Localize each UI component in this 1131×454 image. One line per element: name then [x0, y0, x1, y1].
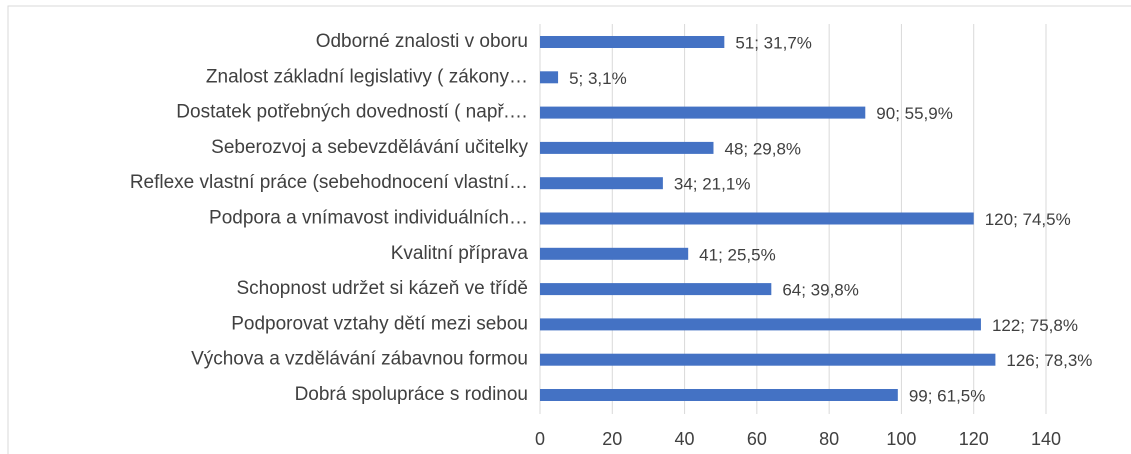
chart-frame [7, 5, 1131, 454]
value-label: 51; 31,7% [735, 33, 812, 52]
x-tick-label: 100 [886, 429, 916, 449]
category-label: Dostatek potřebných dovedností ( např.… [176, 102, 528, 123]
value-label: 99; 61,5% [909, 386, 986, 405]
value-label: 120; 74,5% [985, 210, 1071, 229]
x-tick-label: 120 [959, 429, 989, 449]
category-label: Podpora a vnímavost individuálních… [209, 208, 528, 229]
category-label: Reflexe vlastní práce (sebehodnocení vla… [130, 172, 528, 193]
x-tick-label: 0 [535, 429, 545, 449]
category-label: Odborné znalosti v oboru [316, 31, 528, 52]
value-label: 64; 39,8% [782, 281, 859, 300]
bar [540, 141, 714, 154]
bar [540, 212, 974, 225]
bar [540, 106, 866, 119]
x-tick-label: 80 [819, 429, 839, 449]
x-tick-label: 140 [1031, 429, 1061, 449]
bar [540, 177, 663, 190]
value-label: 34; 21,1% [674, 175, 751, 194]
value-label: 48; 29,8% [724, 139, 801, 158]
bar [540, 283, 772, 296]
bar [540, 71, 559, 84]
x-tick-label: 40 [675, 429, 695, 449]
category-label: Dobrá spolupráce s rodinou [295, 384, 528, 405]
bar [540, 389, 898, 401]
category-label: Seberozvoj a sebevzdělávání učitelky [211, 137, 528, 158]
bar [540, 36, 725, 48]
bar [540, 318, 981, 331]
x-tick-label: 60 [747, 429, 767, 449]
value-label: 41; 25,5% [699, 245, 776, 264]
value-label: 126; 78,3% [1006, 351, 1092, 370]
category-label: Znalost základní legislativy ( zákony… [206, 66, 528, 87]
value-label: 122; 75,8% [992, 316, 1078, 335]
category-label: Kvalitní příprava [391, 243, 529, 264]
value-label: 90; 55,9% [876, 104, 953, 123]
category-label: Schopnost udržet si kázeň ve třídě [237, 278, 529, 299]
value-label: 5; 3,1% [569, 69, 627, 88]
x-tick-label: 20 [602, 429, 622, 449]
bar [540, 353, 996, 366]
category-label: Výchova a vzdělávání zábavnou formou [191, 349, 528, 370]
bar [540, 247, 689, 260]
category-label: Podporovat vztahy dětí mezi sebou [231, 313, 528, 334]
